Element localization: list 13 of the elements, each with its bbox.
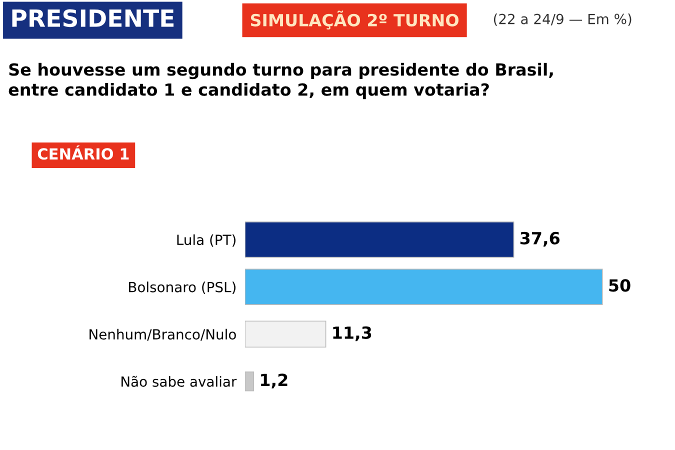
data-label: 37,6 xyxy=(520,232,560,247)
y-tick-label: Nenhum/Branco/Nulo xyxy=(90,328,236,341)
data-label: 50 xyxy=(609,279,630,292)
y-tick-label: Lula (PT) xyxy=(177,234,236,247)
y-tick-label: Bolsonaro (PSL) xyxy=(129,282,236,294)
data-label: 1,2 xyxy=(261,374,288,388)
data-label: 11,3 xyxy=(333,326,372,342)
chart-title: PRESIDENTE xyxy=(12,9,174,28)
text: Se houvesse um segundo turno para presidente do Brasil, entre candidato 1 e candidato 2, em quem votaria? xyxy=(8,62,553,100)
y-tick-label: Não sabe avaliar xyxy=(122,376,237,387)
text: CENÁRIO 1 xyxy=(38,145,129,160)
text: (22 a 24/9 — Em %) xyxy=(494,14,632,26)
chart-subtitle: SIMULAÇÃO 2º TURNO xyxy=(250,10,459,30)
